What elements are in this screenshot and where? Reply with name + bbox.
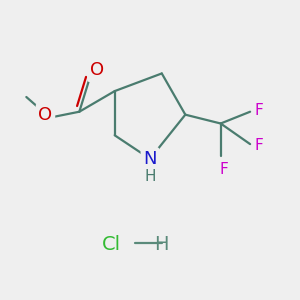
Text: F: F	[255, 138, 263, 153]
Text: H: H	[144, 169, 156, 184]
Text: O: O	[90, 61, 104, 80]
Text: F: F	[255, 103, 263, 118]
Text: Cl: Cl	[102, 235, 121, 254]
Text: H: H	[154, 235, 169, 254]
Text: O: O	[38, 106, 52, 124]
Text: N: N	[143, 150, 157, 168]
Text: F: F	[219, 162, 228, 177]
